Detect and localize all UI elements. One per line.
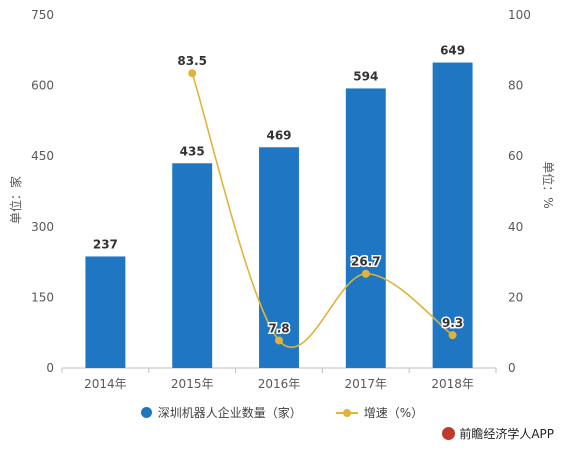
y-left-tick-label-3: 450 [31, 149, 54, 163]
growth-value-label-2: 7.8 [268, 321, 289, 335]
growth-line [188, 69, 457, 349]
legend-swatch-bar [140, 407, 152, 418]
axes: 0 150 300 450 600 750 0 20 40 60 80 100 2014年 2015年 20… [31, 8, 531, 391]
y-axis-left-title: 单位：家 [8, 176, 23, 224]
y-right-tick-label-1: 20 [508, 290, 523, 304]
growth-value-label-4: 9.3 [442, 316, 463, 330]
bar-2 [259, 147, 299, 368]
growth-point-4 [448, 331, 457, 340]
x-tick-label-2: 2016年 [258, 377, 301, 391]
y-axis-right-title: 单位：% [541, 161, 556, 208]
legend-swatch-line [335, 408, 358, 417]
combo-chart: 0 150 300 450 600 750 0 20 40 60 80 100 2014年 2015年 20… [8, 8, 556, 391]
growth-line-path [191, 72, 454, 349]
y-left-tick-label-4: 600 [31, 79, 54, 93]
data-labels: 237 435 469 594 649 83.5 7.8 26.7 9.3 [93, 44, 465, 337]
y-right-tick-label-4: 80 [508, 79, 523, 93]
bar-0 [85, 256, 126, 368]
y-right-tick-label-3: 60 [508, 149, 523, 163]
bars [85, 62, 473, 369]
x-tick-label-3: 2017年 [345, 377, 388, 391]
legend-label-bar: 深圳机器人企业数量（家） [157, 406, 302, 420]
y-left-tick-label-5: 750 [31, 8, 54, 22]
legend-label-line: 增速（%） [363, 406, 424, 420]
legend: 深圳机器人企业数量（家） 增速（%） [0, 404, 564, 421]
y-right-tick-label-0: 0 [508, 361, 516, 375]
y-left-tick-label-0: 0 [46, 361, 54, 375]
y-right-tick-label-5: 100 [508, 8, 531, 22]
y-right-tick-label-2: 40 [508, 220, 523, 234]
x-tick-label-0: 2014年 [84, 377, 127, 391]
source-credit: 前瞻经济学人APP [442, 425, 554, 442]
growth-point-1 [188, 69, 197, 78]
brand-logo-icon [442, 427, 456, 440]
growth-value-label-1: 83.5 [177, 54, 207, 68]
x-tick-label-4: 2018年 [431, 377, 474, 391]
legend-item-bar: 深圳机器人企业数量（家） [140, 404, 302, 421]
growth-value-label-3: 26.7 [351, 255, 381, 269]
bar-value-label-4: 649 [440, 44, 465, 58]
bar-value-label-1: 435 [180, 144, 205, 158]
y-left-tick-label-2: 300 [31, 220, 54, 234]
growth-point-3 [361, 269, 370, 278]
source-text: 前瞻经济学人APP [459, 427, 554, 441]
legend-item-line: 增速（%） [335, 404, 424, 421]
bar-4 [432, 62, 473, 369]
growth-point-2 [275, 336, 283, 345]
y-left-tick-label-1: 150 [31, 290, 54, 304]
bar-3 [345, 88, 386, 368]
bar-1 [172, 163, 213, 368]
bar-value-label-3: 594 [353, 69, 378, 83]
bar-value-label-2: 469 [266, 128, 291, 142]
x-tick-label-1: 2015年 [171, 377, 214, 391]
bar-value-label-0: 237 [93, 237, 118, 251]
